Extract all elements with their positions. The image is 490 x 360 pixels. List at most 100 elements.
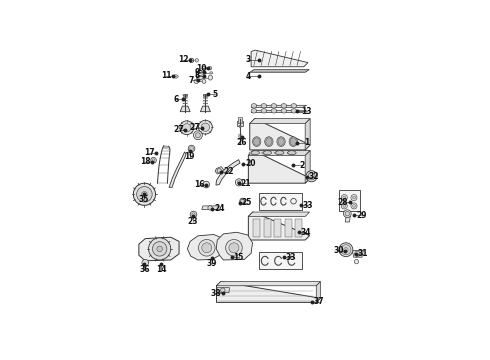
Polygon shape: [352, 251, 364, 257]
Text: 22: 22: [223, 167, 234, 176]
Circle shape: [343, 204, 345, 207]
Polygon shape: [264, 219, 271, 237]
Ellipse shape: [281, 109, 287, 113]
Circle shape: [339, 243, 353, 257]
Bar: [339, 190, 360, 211]
Polygon shape: [217, 288, 229, 293]
Ellipse shape: [290, 138, 296, 145]
Circle shape: [203, 66, 206, 70]
Polygon shape: [217, 282, 320, 286]
Ellipse shape: [289, 137, 297, 147]
Polygon shape: [295, 219, 302, 237]
Circle shape: [351, 194, 357, 201]
Ellipse shape: [263, 151, 271, 155]
Polygon shape: [305, 118, 310, 150]
Circle shape: [148, 238, 171, 260]
Circle shape: [240, 199, 244, 203]
Circle shape: [220, 288, 225, 292]
Text: 30: 30: [333, 246, 343, 255]
Ellipse shape: [274, 152, 283, 154]
Circle shape: [198, 239, 215, 256]
Text: 34: 34: [301, 228, 311, 237]
Text: 15: 15: [233, 253, 244, 262]
Text: 29: 29: [356, 211, 367, 220]
Circle shape: [341, 203, 347, 209]
Circle shape: [208, 206, 212, 210]
Circle shape: [353, 196, 355, 199]
Circle shape: [142, 192, 147, 197]
Text: 19: 19: [184, 152, 195, 161]
Polygon shape: [274, 219, 281, 237]
Polygon shape: [285, 219, 292, 237]
Text: 8: 8: [195, 71, 200, 80]
Ellipse shape: [173, 75, 178, 78]
Ellipse shape: [251, 109, 257, 113]
Polygon shape: [305, 150, 310, 183]
Circle shape: [237, 181, 241, 184]
Circle shape: [196, 133, 200, 138]
Text: 12: 12: [178, 55, 189, 64]
Circle shape: [201, 123, 210, 131]
Circle shape: [343, 196, 345, 199]
Polygon shape: [200, 106, 210, 112]
Polygon shape: [250, 118, 310, 123]
Ellipse shape: [240, 198, 245, 204]
Circle shape: [351, 203, 357, 209]
Circle shape: [229, 243, 239, 253]
Text: 16: 16: [194, 180, 204, 189]
Circle shape: [192, 213, 195, 216]
Circle shape: [202, 80, 206, 84]
Circle shape: [354, 260, 359, 264]
Polygon shape: [316, 282, 320, 302]
Polygon shape: [215, 167, 223, 174]
Circle shape: [239, 125, 241, 127]
Text: 36: 36: [139, 265, 149, 274]
Circle shape: [152, 242, 167, 256]
Text: 17: 17: [144, 148, 154, 157]
Circle shape: [217, 168, 221, 173]
Circle shape: [189, 58, 194, 63]
Bar: [203, 94, 207, 96]
Text: 23: 23: [188, 217, 198, 226]
Circle shape: [198, 120, 212, 134]
Circle shape: [208, 67, 212, 70]
Polygon shape: [248, 212, 310, 240]
Text: 38: 38: [211, 289, 221, 298]
Text: 1: 1: [304, 139, 309, 148]
Ellipse shape: [210, 72, 213, 74]
Text: 32: 32: [308, 172, 319, 181]
Text: 5: 5: [213, 90, 218, 99]
Ellipse shape: [271, 104, 277, 108]
Polygon shape: [187, 234, 226, 260]
Circle shape: [194, 131, 202, 140]
Ellipse shape: [277, 137, 285, 147]
Ellipse shape: [266, 138, 272, 145]
Polygon shape: [202, 206, 219, 210]
Circle shape: [137, 186, 152, 202]
Ellipse shape: [288, 151, 296, 155]
Polygon shape: [253, 219, 260, 237]
Polygon shape: [248, 150, 310, 156]
Text: 14: 14: [156, 265, 166, 274]
Circle shape: [183, 123, 191, 132]
Circle shape: [343, 210, 351, 217]
Circle shape: [341, 194, 347, 201]
Circle shape: [341, 245, 351, 255]
Circle shape: [194, 79, 198, 84]
Text: 21: 21: [240, 179, 251, 188]
Text: 6: 6: [173, 95, 178, 104]
Text: 2: 2: [300, 161, 305, 170]
Text: 4: 4: [245, 72, 251, 81]
Polygon shape: [248, 212, 310, 216]
Polygon shape: [251, 105, 307, 108]
Circle shape: [190, 147, 194, 150]
Text: 37: 37: [314, 297, 324, 306]
Ellipse shape: [281, 104, 287, 108]
Circle shape: [180, 121, 194, 135]
Text: 27: 27: [190, 123, 200, 132]
Circle shape: [306, 171, 317, 182]
Text: 35: 35: [138, 195, 149, 204]
Ellipse shape: [261, 104, 267, 108]
Ellipse shape: [249, 152, 258, 154]
Ellipse shape: [291, 109, 296, 113]
